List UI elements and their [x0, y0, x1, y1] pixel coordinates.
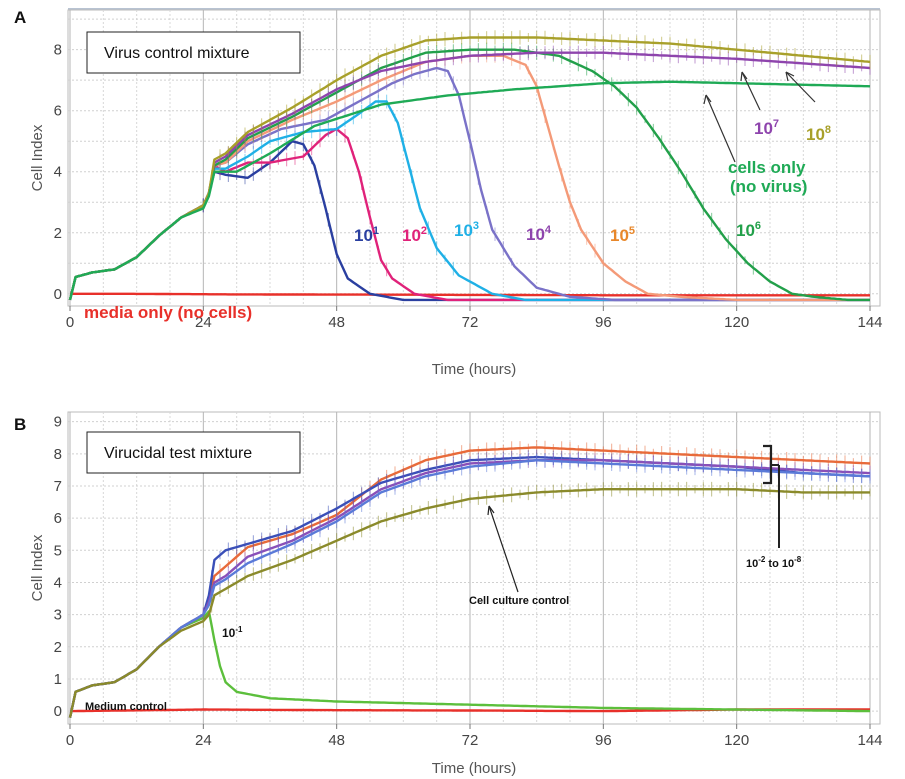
series-line	[68, 488, 870, 718]
panel-b-letter: B	[14, 415, 26, 434]
panel-a-label-box	[86, 31, 301, 74]
x-tick-label: 144	[857, 314, 882, 331]
y-tick-label: 5	[54, 542, 62, 559]
series-6	[68, 481, 871, 718]
x-tick-label: 120	[724, 732, 749, 749]
panel-a-y-ticks: 0 2 4 6 8	[54, 42, 62, 303]
x-tick-label: 24	[195, 314, 212, 331]
series-0	[70, 292, 870, 297]
panel-a-letter: A	[14, 8, 26, 27]
x-tick-label: 120	[724, 314, 749, 331]
panel-a-x-ticks: 0 24 48 72 96 120 144	[66, 306, 883, 331]
panel-a-box-label: Virus control mixture	[104, 45, 250, 62]
label-a-10-4: 104	[526, 224, 552, 244]
label-b-range: 10-2 to 10-8	[746, 555, 802, 570]
panel-a-arrow-cells-only	[705, 94, 736, 163]
panel-b-box-label: Virucidal test mixture	[104, 445, 252, 462]
y-tick-label: 7	[54, 478, 62, 495]
x-tick-label: 96	[595, 314, 612, 331]
label-a-10-5: 105	[610, 225, 635, 245]
x-tick-label: 24	[195, 732, 212, 749]
x-tick-label: 96	[595, 732, 612, 749]
y-tick-label: 9	[54, 414, 62, 431]
panel-b-arrowhead-cell-culture	[487, 505, 495, 516]
series-line	[70, 292, 870, 297]
series-line	[68, 36, 871, 301]
panel-a-arrow-10-7	[741, 71, 761, 111]
y-tick-label: 8	[54, 446, 62, 463]
y-tick-label: 4	[54, 164, 62, 181]
label-a-media-only: media only (no cells)	[84, 303, 252, 322]
label-a-10-6: 106	[736, 220, 761, 240]
y-tick-label: 0	[54, 703, 62, 720]
y-tick-label: 1	[54, 671, 62, 688]
x-tick-label: 144	[857, 732, 882, 749]
label-a-cells-only: cells only	[728, 158, 806, 177]
x-tick-label: 48	[328, 732, 345, 749]
label-b-10-minus-1: 10-1	[222, 625, 243, 640]
series-8	[68, 30, 871, 301]
x-tick-label: 0	[66, 314, 74, 331]
y-tick-label: 2	[54, 639, 62, 656]
x-tick-label: 72	[462, 732, 479, 749]
y-tick-label: 4	[54, 574, 62, 591]
label-a-10-7: 107	[754, 118, 779, 138]
panel-b-x-title: Time (hours)	[432, 760, 516, 777]
x-tick-label: 48	[328, 314, 345, 331]
label-a-10-3: 103	[454, 220, 479, 240]
label-a-10-2: 102	[402, 225, 427, 245]
series-9	[68, 80, 871, 301]
y-tick-label: 2	[54, 225, 62, 242]
panel-a-arrows	[703, 71, 816, 163]
panel-b-y-ticks: 0 1 2 3 4 5 6 7 8 9	[54, 414, 62, 720]
y-tick-label: 0	[54, 286, 62, 303]
series-line	[68, 80, 871, 301]
panel-a-arrowhead-10-7	[740, 71, 748, 82]
panel-b-x-ticks: 0 24 48 72 96 120 144	[66, 724, 883, 749]
label-b-medium-control: Medium control	[85, 701, 167, 713]
panel-b-arrow-cell-culture	[488, 505, 519, 593]
y-tick-label: 6	[54, 103, 62, 120]
panel-a-arrowhead-cells-only	[703, 94, 712, 105]
x-tick-label: 72	[462, 314, 479, 331]
panel-b-y-title: Cell Index	[29, 534, 46, 601]
label-a-10-1: 101	[354, 225, 379, 245]
panel-b-arrows	[487, 444, 780, 593]
panel-a-top-border	[68, 8, 880, 10]
panel-a-x-title: Time (hours)	[432, 361, 516, 378]
y-tick-label: 3	[54, 607, 62, 624]
label-a-no-virus: (no virus)	[730, 177, 807, 196]
panel-b-label-box	[86, 431, 301, 474]
label-a-10-8: 108	[806, 124, 831, 144]
panel-a-arrowhead-10-8	[785, 71, 795, 82]
panel-a-series	[68, 30, 871, 302]
y-tick-label: 8	[54, 42, 62, 59]
label-b-cell-culture-control: Cell culture control	[469, 595, 569, 607]
y-tick-label: 6	[54, 510, 62, 527]
panel-a-arrow-10-8	[785, 71, 816, 103]
panel-b-chart: B 0 24 48 72 96 120 144 0 1 2 3 4 5 6 7 8 9 Time (hours…	[14, 411, 883, 777]
panel-a-y-title: Cell Index	[29, 124, 46, 191]
x-tick-label: 0	[66, 732, 74, 749]
